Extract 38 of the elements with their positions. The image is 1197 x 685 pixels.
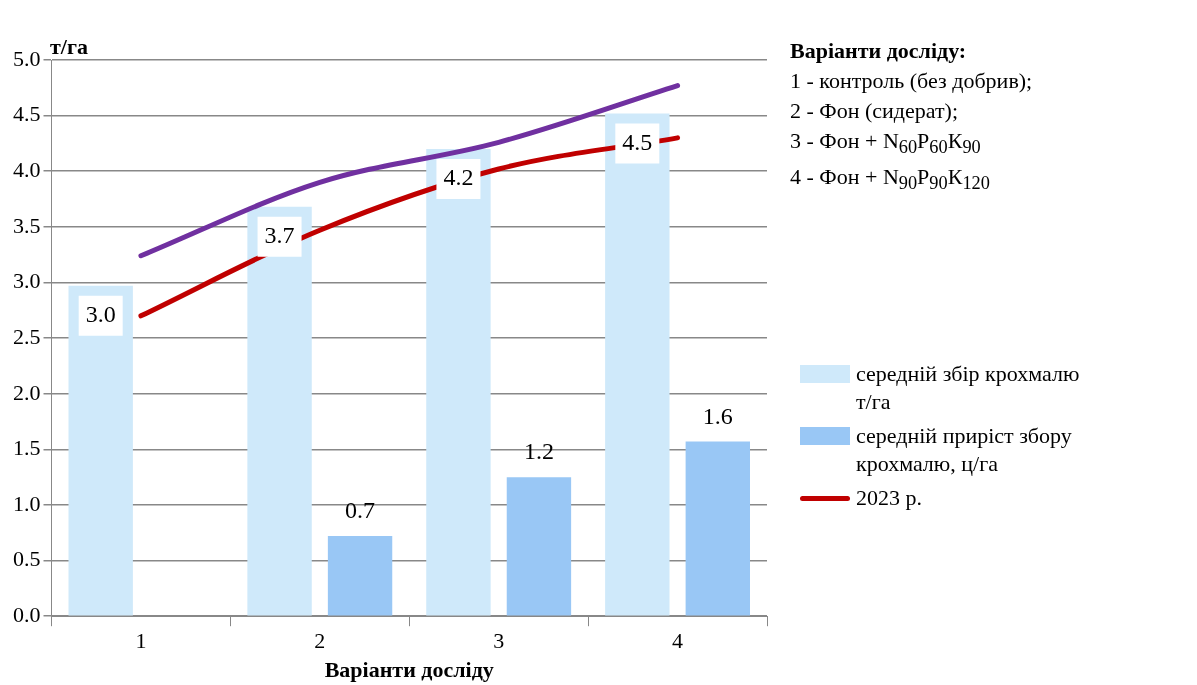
y-tick-label: 4.0 <box>13 157 41 183</box>
data-label: 3.0 <box>85 301 116 328</box>
x-tick-label: 1 <box>135 628 147 654</box>
text: Варіанти досліду: <box>790 37 968 65</box>
bar <box>685 441 751 616</box>
y-tick-label: 0.5 <box>13 546 41 572</box>
y-tick-label: 5.0 <box>13 45 41 71</box>
y-tick-label: 1.0 <box>13 490 41 516</box>
x-tick-label: 2 <box>314 628 326 654</box>
x-tick-label: 3 <box>493 628 505 654</box>
data-label: 1.6 <box>702 402 733 429</box>
bar <box>68 285 133 616</box>
text: 3 - Фон + N$_{60}$P$_{60}$К$_{90}$ <box>790 127 982 160</box>
y-tick-label: 0.0 <box>13 601 41 627</box>
text: 1 - контроль (без добрив); <box>790 67 1034 95</box>
data-label: 4.2 <box>443 164 474 191</box>
text: 4 - Фон + N$_{90}$P$_{90}$К$_{120}$ <box>790 163 991 196</box>
text: 2 - Фон (сидерат); <box>790 97 960 125</box>
y-tick-label: 3.0 <box>13 268 41 294</box>
y-tick-label: 1.5 <box>13 435 41 461</box>
y-axis-title: т/га <box>50 34 88 60</box>
y-tick-label: 3.5 <box>13 212 41 238</box>
data-label: 0.7 <box>345 497 376 524</box>
y-tick-label: 2.0 <box>13 379 41 405</box>
y-tick-label: 2.5 <box>13 323 41 349</box>
data-label: 3.7 <box>264 222 295 249</box>
legend-label: середній приріст збору крохмалю, ц/га <box>856 422 1073 478</box>
bar <box>426 148 491 616</box>
bar <box>605 113 670 616</box>
bar <box>327 536 393 616</box>
y-tick-label: 4.5 <box>13 101 41 127</box>
data-label: 4.5 <box>622 128 653 155</box>
x-axis-title: Варіанти досліду <box>324 657 494 683</box>
bar <box>506 477 572 616</box>
legend-label: 2023 р. <box>856 484 922 512</box>
x-tick-label: 4 <box>672 628 684 654</box>
bar <box>247 206 312 616</box>
data-label: 1.2 <box>523 438 554 465</box>
